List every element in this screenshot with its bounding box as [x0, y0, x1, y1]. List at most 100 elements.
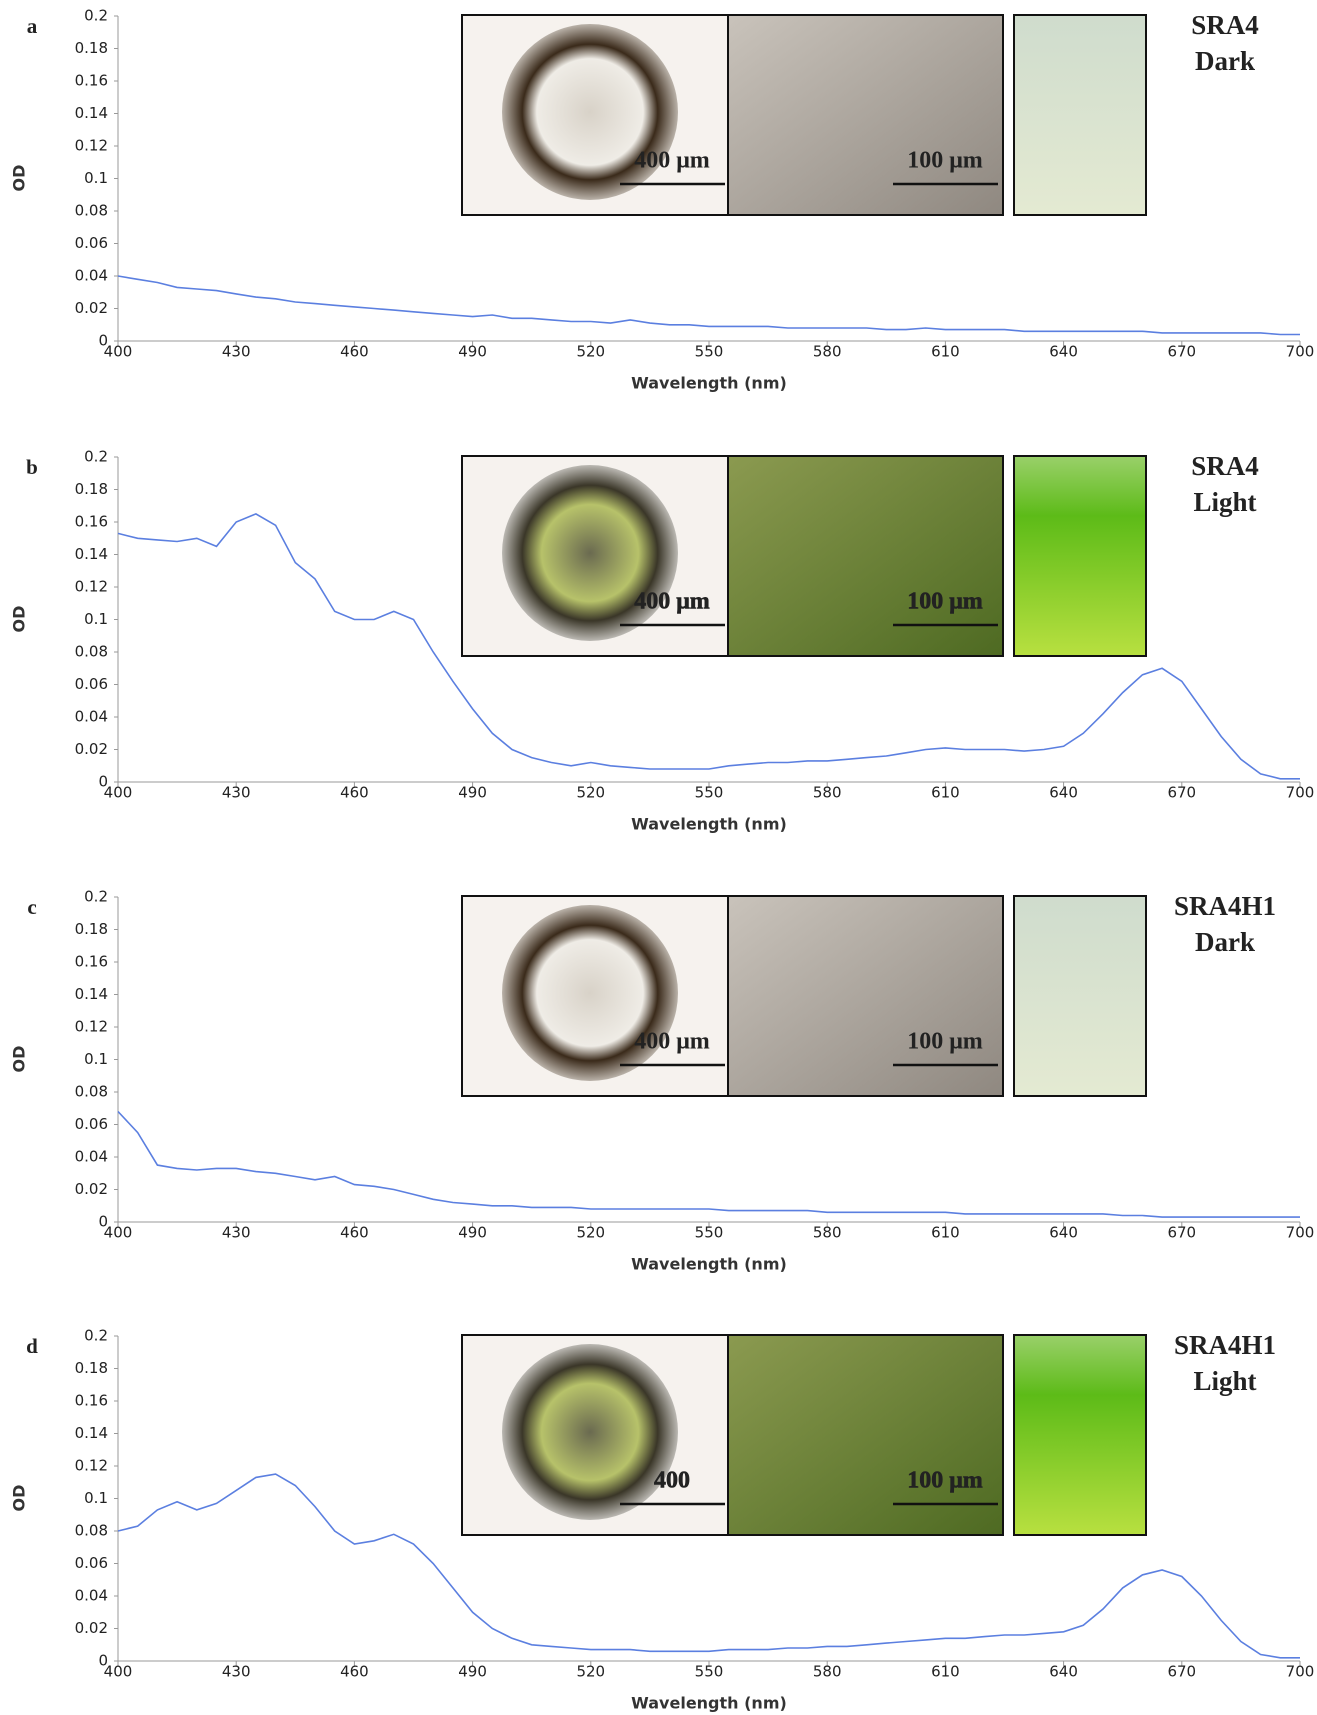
y-tick-label: 0.14 — [75, 1424, 108, 1442]
x-tick-label: 580 — [813, 343, 842, 361]
y-tick-label: 0.02 — [75, 740, 108, 758]
x-tick-label: 430 — [222, 1663, 251, 1681]
x-tick-label: 700 — [1286, 343, 1315, 361]
x-tick-label: 640 — [1049, 343, 1078, 361]
y-tick-label: 0 — [98, 332, 108, 350]
tissue-photo — [727, 14, 1004, 216]
x-tick-label: 550 — [695, 1663, 724, 1681]
y-axis-label: OD — [10, 1485, 29, 1512]
spectrum-line — [117, 275, 1300, 336]
panel-letter: d — [26, 1334, 38, 1358]
y-tick-label: 0.08 — [75, 1083, 108, 1101]
scale-label: 100 μm — [907, 589, 983, 615]
panel: 0 0.02 0.04 0.06 0.08 0.1 0.12 0.14 0.16 0.18 0.2 4… — [10, 888, 1315, 1274]
x-tick-label: 430 — [222, 343, 251, 361]
scale-label: 400 μm — [634, 148, 710, 174]
y-tick-label: 0.16 — [75, 72, 108, 90]
x-tick-label: 430 — [222, 1224, 251, 1242]
scale-label: 400 μm — [634, 589, 710, 615]
root-section — [502, 1344, 678, 1520]
x-tick-label: 550 — [695, 1224, 724, 1242]
x-tick-label: 520 — [576, 343, 605, 361]
tissue-photo — [727, 455, 1004, 657]
x-tick-label: 610 — [931, 1663, 960, 1681]
x-tick-label: 400 — [104, 1224, 133, 1242]
y-tick-label: 0.18 — [75, 1359, 108, 1377]
y-tick-label: 0.04 — [75, 1148, 108, 1166]
panel-letter: c — [27, 895, 36, 919]
x-tick-label: 610 — [931, 343, 960, 361]
y-tick-label: 0.06 — [75, 234, 108, 252]
y-tick-label: 0.2 — [84, 448, 108, 466]
scale-label: 100 μm — [907, 1468, 983, 1494]
y-tick-label: 0.14 — [75, 104, 108, 122]
spectrum-line — [117, 1473, 1300, 1659]
y-tick-label: 0.2 — [84, 888, 108, 906]
x-axis-label: Wavelength (nm) — [631, 1255, 787, 1274]
y-tick-label: 0.06 — [75, 1554, 108, 1572]
y-tick-label: 0.02 — [75, 1180, 108, 1198]
condition: Dark — [1195, 927, 1255, 957]
vial-photo — [1013, 14, 1147, 216]
scale-label: 400 — [654, 1468, 690, 1494]
y-tick-label: 0.14 — [75, 985, 108, 1003]
sample-name: SRA4H1 — [1174, 1330, 1276, 1360]
spectrum-line — [117, 1110, 1300, 1218]
y-tick-label: 0.02 — [75, 299, 108, 317]
x-tick-label: 670 — [1167, 1224, 1196, 1242]
y-tick-label: 0.2 — [84, 1327, 108, 1345]
vial-photo — [1013, 455, 1147, 657]
x-tick-label: 580 — [813, 784, 842, 802]
x-axis-label: Wavelength (nm) — [631, 374, 787, 393]
scale-label: 100 μm — [907, 1029, 983, 1055]
x-tick-label: 640 — [1049, 1663, 1078, 1681]
root-section — [502, 24, 678, 200]
x-tick-label: 640 — [1049, 784, 1078, 802]
x-tick-label: 490 — [458, 1663, 487, 1681]
y-tick-label: 0 — [98, 1652, 108, 1670]
x-tick-label: 670 — [1167, 1663, 1196, 1681]
x-tick-label: 580 — [813, 1663, 842, 1681]
x-tick-label: 610 — [931, 1224, 960, 1242]
x-tick-label: 670 — [1167, 343, 1196, 361]
y-tick-label: 0.1 — [84, 169, 108, 187]
x-tick-label: 460 — [340, 784, 369, 802]
y-tick-label: 0.1 — [84, 610, 108, 628]
panel-letter: a — [27, 14, 38, 38]
x-tick-label: 700 — [1286, 1663, 1315, 1681]
y-axis-label: OD — [10, 606, 29, 633]
y-tick-label: 0.06 — [75, 1115, 108, 1133]
y-tick-label: 0.1 — [84, 1489, 108, 1507]
y-tick-label: 0.16 — [75, 513, 108, 531]
y-axis-label: OD — [10, 165, 29, 192]
scale-label: 400 μm — [634, 1029, 710, 1055]
x-tick-label: 430 — [222, 784, 251, 802]
x-tick-label: 490 — [458, 784, 487, 802]
panel-letter: b — [26, 455, 38, 479]
x-tick-label: 550 — [695, 784, 724, 802]
sample-name: SRA4H1 — [1174, 891, 1276, 921]
y-tick-label: 0.12 — [75, 1018, 108, 1036]
condition: Light — [1193, 487, 1256, 517]
x-tick-label: 700 — [1286, 1224, 1315, 1242]
root-section — [502, 905, 678, 1081]
x-tick-label: 400 — [104, 784, 133, 802]
spectrum-line — [117, 513, 1300, 780]
y-tick-label: 0.18 — [75, 920, 108, 938]
x-tick-label: 490 — [458, 343, 487, 361]
tissue-photo — [727, 895, 1004, 1097]
x-tick-label: 460 — [340, 1663, 369, 1681]
x-tick-label: 520 — [576, 1663, 605, 1681]
y-tick-label: 0 — [98, 1213, 108, 1231]
x-tick-label: 460 — [340, 1224, 369, 1242]
y-tick-label: 0.12 — [75, 1457, 108, 1475]
panel: 0 0.02 0.04 0.06 0.08 0.1 0.12 0.14 0.16 0.18 0.2 4… — [10, 7, 1315, 393]
y-tick-label: 0.2 — [84, 7, 108, 25]
x-axis-label: Wavelength (nm) — [631, 1694, 787, 1713]
x-tick-label: 550 — [695, 343, 724, 361]
tissue-photo — [727, 1334, 1004, 1536]
y-tick-label: 0.16 — [75, 1392, 108, 1410]
y-tick-label: 0.04 — [75, 708, 108, 726]
